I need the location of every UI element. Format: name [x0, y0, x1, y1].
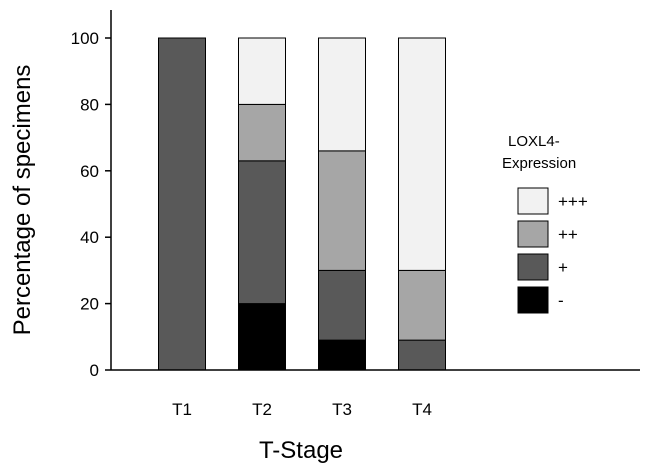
x-tick-labels-group: T1 T2 T3 T4 [172, 400, 432, 419]
legend-label: + [558, 258, 568, 277]
legend-label: +++ [558, 192, 588, 211]
x-tick-label: T2 [252, 400, 272, 419]
bar-segment-t1-p [158, 37, 206, 371]
legend-title-line1: LOXL4- [508, 133, 560, 150]
bar-segment-t3-p [318, 269, 366, 341]
y-tick-label: 0 [90, 361, 99, 380]
bar-segment-t2-p [238, 160, 286, 305]
y-tick-label: 80 [80, 95, 99, 114]
legend-title-line2: Expression [502, 155, 576, 172]
x-tick-label: T4 [412, 400, 432, 419]
bar-segment-t2-ppp [238, 37, 286, 105]
bars-group [158, 37, 446, 371]
x-tick-label: T3 [332, 400, 352, 419]
bar-segment-t3-neg [318, 339, 366, 371]
y-axis-title: Percentage of specimens [9, 65, 36, 336]
legend-swatch [517, 286, 549, 314]
y-tick-label: 60 [80, 162, 99, 181]
legend-swatch [517, 187, 549, 215]
legend-label: - [558, 291, 564, 310]
legend-swatch [517, 253, 549, 281]
x-tick-label: T1 [172, 400, 192, 419]
axes-group [110, 10, 640, 371]
y-ticks-group: 0 20 40 60 80 100 [71, 29, 111, 380]
y-tick-label: 40 [80, 228, 99, 247]
y-tick-label: 20 [80, 295, 99, 314]
bar-segment-t2-pp [238, 103, 286, 162]
bar-segment-t2-neg [238, 303, 286, 371]
bar-segment-t3-pp [318, 150, 366, 271]
y-tick-label: 100 [71, 29, 99, 48]
legend-label: ++ [558, 225, 578, 244]
x-axis-title: T-Stage [259, 437, 343, 464]
bar-segment-t4-p [398, 339, 446, 371]
bar-segment-t3-ppp [318, 37, 366, 152]
bar-segment-t4-pp [398, 269, 446, 341]
legend-swatch [517, 220, 549, 248]
bar-segment-t4-ppp [398, 37, 446, 271]
legend: LOXL4- Expression ++++++- [502, 133, 588, 314]
